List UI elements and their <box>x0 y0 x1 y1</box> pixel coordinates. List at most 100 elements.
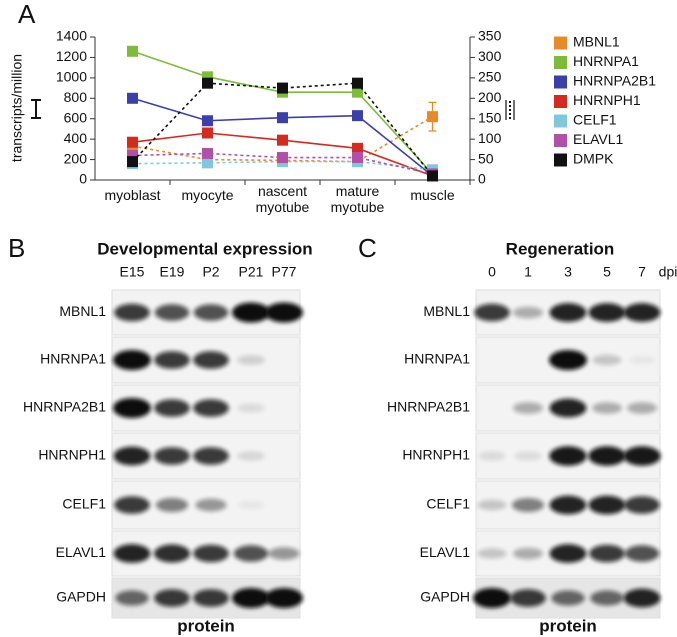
band <box>549 495 587 515</box>
y2-tick-label: 200 <box>478 89 502 105</box>
legend-label: ELAVL1 <box>573 131 624 147</box>
lane-label: E15 <box>120 264 145 280</box>
band <box>265 302 303 323</box>
data-point <box>202 77 213 89</box>
row-label: HNRNPH1 <box>402 447 470 463</box>
band <box>477 499 507 511</box>
y-tick-label: 1400 <box>56 28 87 44</box>
panel-label: C <box>358 233 377 263</box>
band <box>510 589 546 607</box>
band <box>265 588 303 608</box>
lane-label: P21 <box>239 264 264 280</box>
blot-c: Regeneration 0 1 3 5 7 dpi MBNL1 HNRNPA1 HNRNPA2B… <box>387 239 677 635</box>
legend-swatch <box>554 95 567 108</box>
data-point <box>202 71 213 83</box>
x-tick-label: myoblast <box>104 187 160 203</box>
row-label: CELF1 <box>62 496 106 512</box>
band <box>193 399 229 417</box>
band <box>624 496 660 514</box>
band <box>549 446 587 466</box>
band <box>155 498 189 512</box>
lane-label: P2 <box>202 264 219 280</box>
legend-label: HNRNPA1 <box>573 53 639 69</box>
band <box>237 451 265 461</box>
row-label: CELF1 <box>426 496 470 512</box>
axis-key-solid <box>31 99 41 119</box>
data-point <box>202 157 213 169</box>
band <box>115 590 149 606</box>
row-label: GAPDH <box>56 589 106 605</box>
band <box>193 304 229 321</box>
band <box>233 545 269 562</box>
y-axis-label: transcripts/million <box>9 54 25 162</box>
y2-tick-label: 100 <box>478 130 502 146</box>
band <box>623 303 661 322</box>
band <box>113 544 151 563</box>
lane-label: 7 <box>638 264 646 280</box>
axis-key-dotted <box>505 100 515 120</box>
row-label: HNRNPA1 <box>404 351 470 367</box>
row-label: GAPDH <box>420 589 470 605</box>
legend-label: DMPK <box>573 151 614 167</box>
row-label: MBNL1 <box>59 303 106 319</box>
band <box>514 451 542 461</box>
data-point <box>127 45 138 57</box>
legend-swatch <box>554 75 567 89</box>
band <box>193 589 229 607</box>
band <box>478 451 506 461</box>
lane-label: 0 <box>488 264 496 280</box>
data-point <box>352 77 363 89</box>
lane-label: 5 <box>603 264 611 280</box>
legend-label: HNRNPH1 <box>573 92 641 108</box>
band <box>114 303 150 322</box>
band <box>549 398 587 418</box>
data-point <box>352 86 363 98</box>
band <box>588 303 626 322</box>
y-tick-label: 800 <box>64 89 88 105</box>
band <box>549 303 587 322</box>
band <box>154 399 190 417</box>
lane-label: 1 <box>524 264 532 280</box>
data-point <box>202 147 213 159</box>
legend-label: MBNL1 <box>573 34 620 50</box>
y2-tick-label: 150 <box>478 109 502 125</box>
row-label: ELAVL1 <box>56 544 107 560</box>
band <box>236 355 266 365</box>
legend-swatch <box>554 153 567 167</box>
data-point <box>277 152 288 164</box>
blot-title: Regeneration <box>506 239 615 258</box>
band <box>623 588 661 608</box>
x-tick-label: mature myotube <box>331 183 385 215</box>
band <box>590 590 624 606</box>
legend-label: CELF1 <box>573 112 617 128</box>
y2-tick-label: 250 <box>478 69 502 85</box>
data-point <box>352 152 363 164</box>
band <box>195 498 227 512</box>
chart-a: 0 200 400 600 800 1000 1200 1400 0 50 100 150 200 250… <box>56 28 656 215</box>
blot-footer: protein <box>539 616 597 635</box>
x-tick-label: myocyte <box>181 187 233 203</box>
y2-tick-label: 0 <box>478 171 486 187</box>
y-tick-label: 0 <box>79 171 87 187</box>
band <box>114 496 150 514</box>
band <box>154 304 190 321</box>
data-point <box>277 82 288 94</box>
band <box>474 303 510 322</box>
band <box>588 495 626 515</box>
legend-swatch <box>554 114 567 128</box>
x-tick-label: nascent myotube <box>256 183 310 215</box>
data-point <box>427 170 438 182</box>
row-label: HNRNPA2B1 <box>23 399 106 415</box>
data-point <box>127 136 138 148</box>
y-tick-label: 1000 <box>56 69 87 85</box>
band <box>237 500 265 510</box>
band <box>154 351 190 369</box>
band <box>628 355 656 365</box>
legend-swatch <box>554 56 567 69</box>
y-tick-label: 1200 <box>56 48 87 64</box>
band <box>551 590 585 606</box>
legend-swatch <box>554 36 567 50</box>
band <box>549 544 587 563</box>
band <box>113 398 151 418</box>
